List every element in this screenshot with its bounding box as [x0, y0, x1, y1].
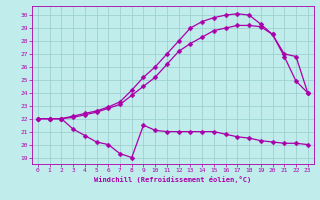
X-axis label: Windchill (Refroidissement éolien,°C): Windchill (Refroidissement éolien,°C)	[94, 176, 252, 183]
